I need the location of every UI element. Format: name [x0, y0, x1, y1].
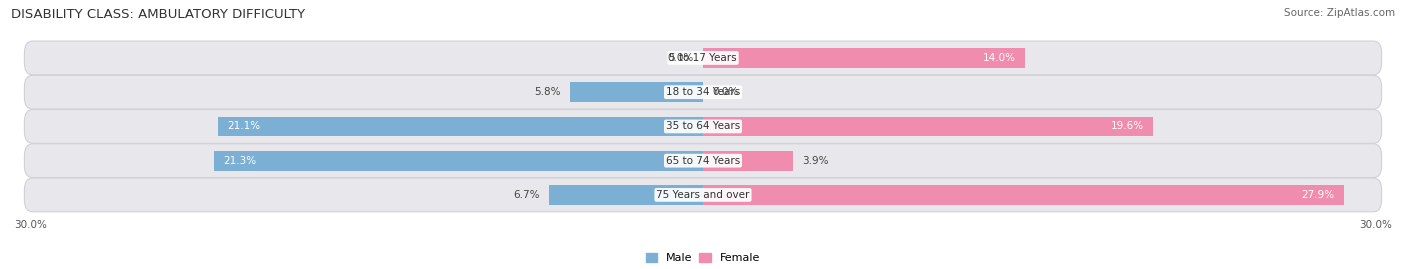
Text: 19.6%: 19.6%: [1111, 121, 1144, 132]
FancyBboxPatch shape: [24, 144, 1382, 178]
Text: 35 to 64 Years: 35 to 64 Years: [666, 121, 740, 132]
Bar: [214, 151, 703, 171]
Bar: [703, 116, 1153, 136]
Text: 14.0%: 14.0%: [983, 53, 1015, 63]
Bar: [703, 151, 793, 171]
Text: 30.0%: 30.0%: [14, 220, 46, 229]
Text: 5.8%: 5.8%: [534, 87, 561, 97]
FancyBboxPatch shape: [24, 109, 1382, 143]
Text: 6.7%: 6.7%: [513, 190, 540, 200]
Legend: Male, Female: Male, Female: [641, 249, 765, 268]
Text: 0.0%: 0.0%: [713, 87, 738, 97]
Text: 5 to 17 Years: 5 to 17 Years: [669, 53, 737, 63]
Bar: [703, 48, 1025, 68]
Text: 0.0%: 0.0%: [668, 53, 693, 63]
Bar: [218, 116, 703, 136]
Bar: [703, 185, 1344, 205]
Bar: [550, 185, 703, 205]
Text: 3.9%: 3.9%: [801, 156, 828, 166]
Text: DISABILITY CLASS: AMBULATORY DIFFICULTY: DISABILITY CLASS: AMBULATORY DIFFICULTY: [11, 8, 305, 21]
FancyBboxPatch shape: [24, 178, 1382, 212]
Text: Source: ZipAtlas.com: Source: ZipAtlas.com: [1284, 8, 1395, 18]
Text: 75 Years and over: 75 Years and over: [657, 190, 749, 200]
FancyBboxPatch shape: [24, 75, 1382, 109]
Text: 27.9%: 27.9%: [1302, 190, 1334, 200]
FancyBboxPatch shape: [24, 41, 1382, 75]
Text: 21.3%: 21.3%: [224, 156, 256, 166]
Text: 30.0%: 30.0%: [1360, 220, 1392, 229]
Bar: [569, 82, 703, 102]
Text: 21.1%: 21.1%: [228, 121, 260, 132]
Text: 65 to 74 Years: 65 to 74 Years: [666, 156, 740, 166]
Text: 18 to 34 Years: 18 to 34 Years: [666, 87, 740, 97]
